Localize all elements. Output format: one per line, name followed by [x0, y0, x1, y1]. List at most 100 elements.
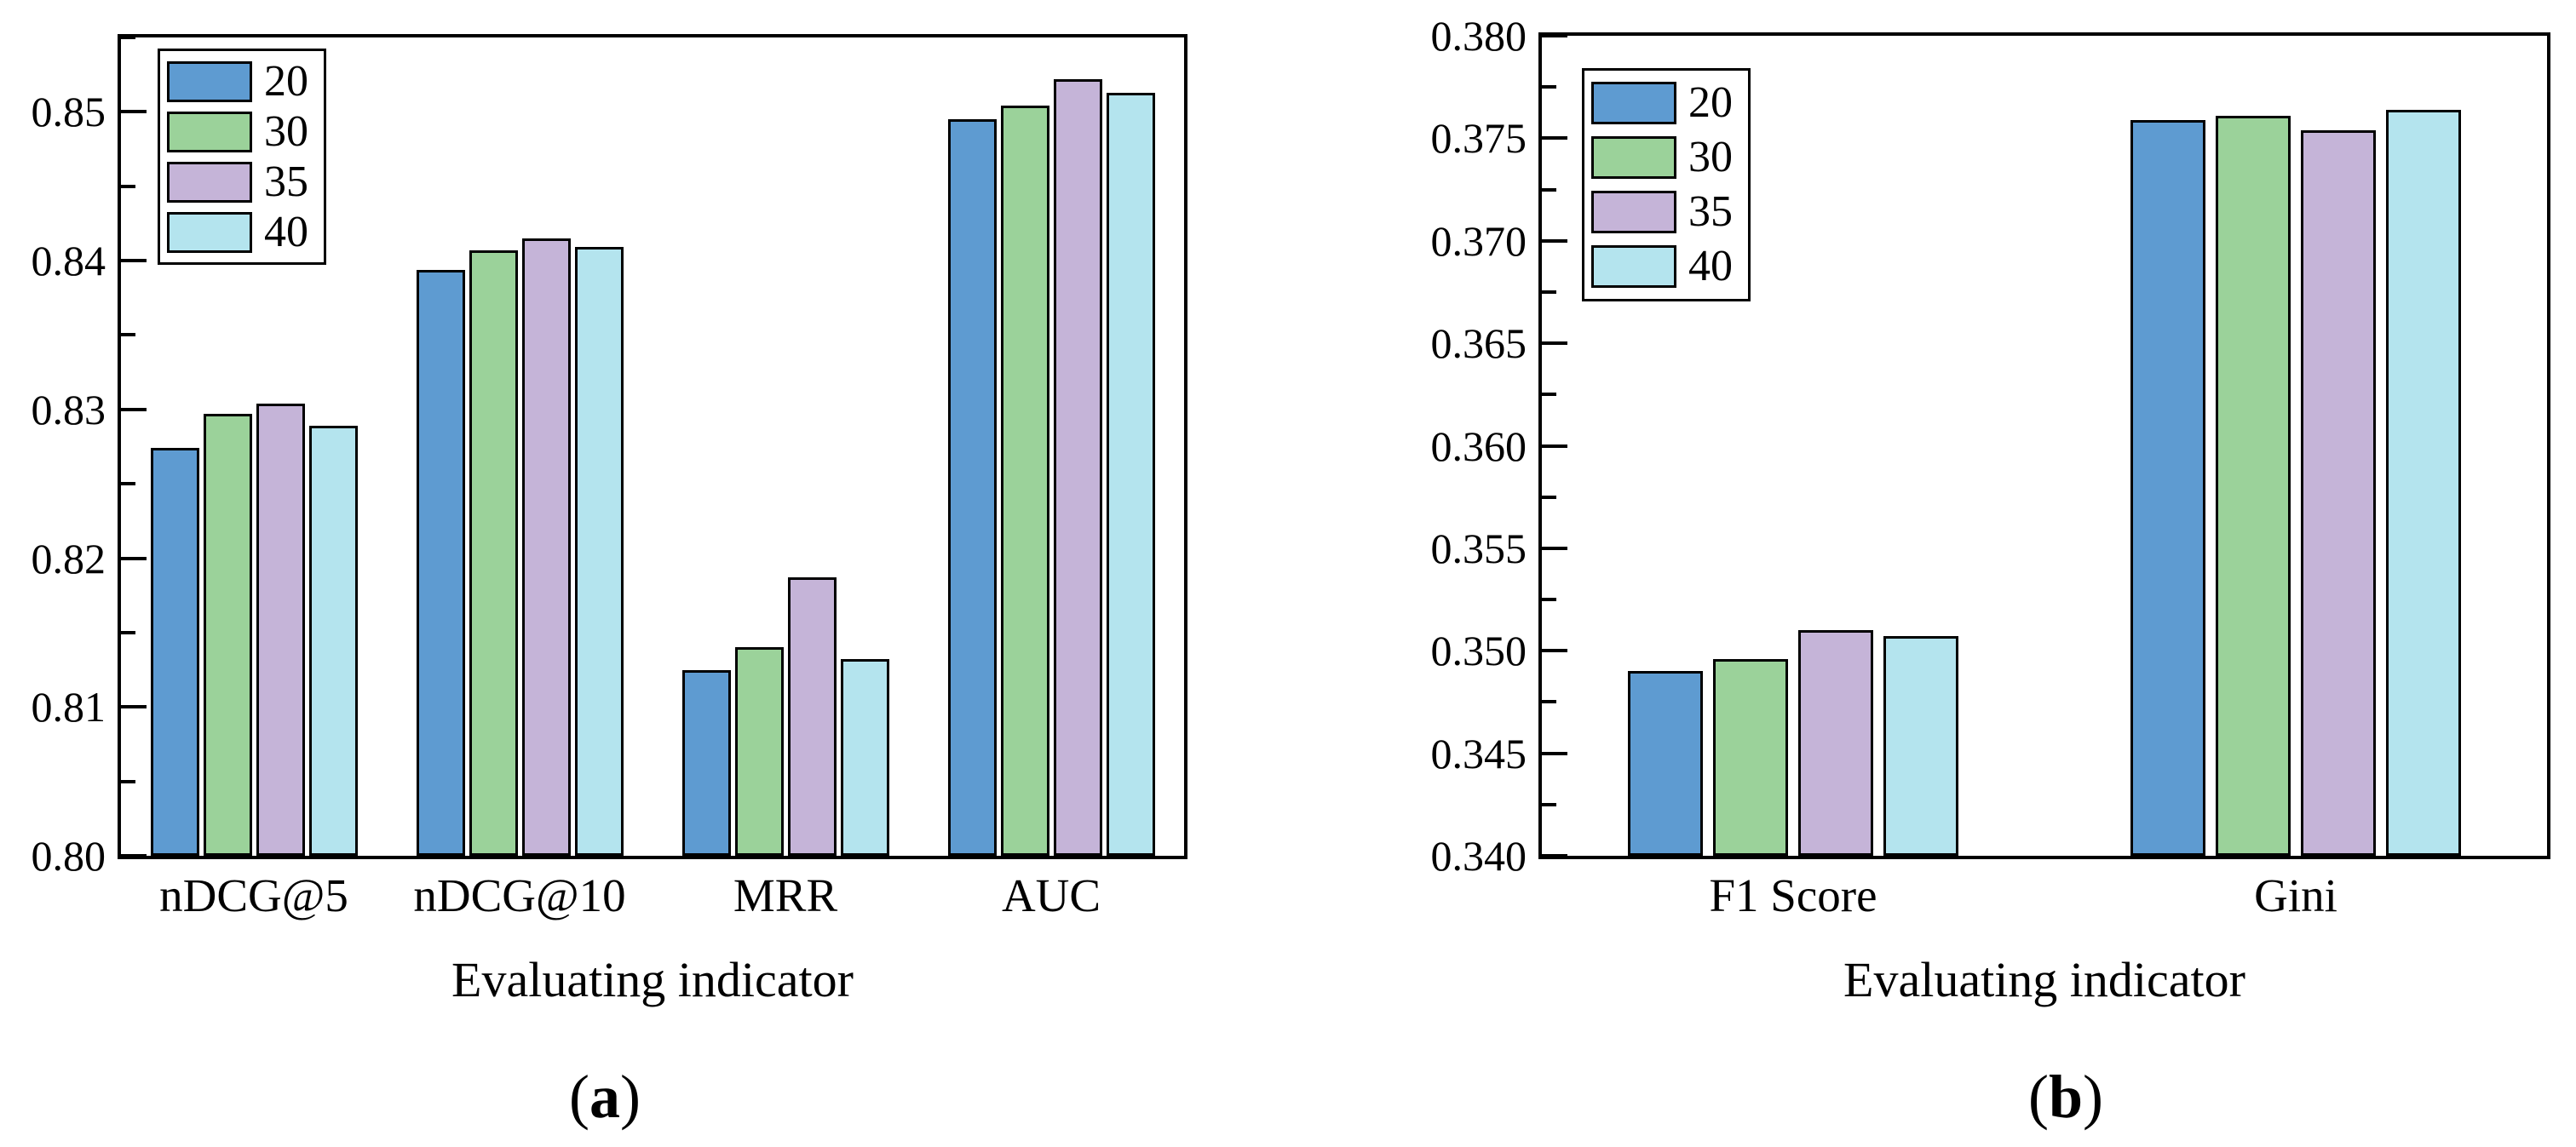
- legend-swatch: [1591, 191, 1676, 233]
- panel-a: 0.80 0.81 0.82 0.83 0.84 0.85 nDCG@5 nDCG@10 MRR…: [31, 34, 1187, 1131]
- y-axis-tick: [1542, 85, 1556, 89]
- y-axis-tick: [121, 705, 147, 709]
- legend-item: 35: [167, 157, 317, 206]
- legend-label: 30: [1688, 133, 1733, 181]
- y-axis-tick: [121, 630, 135, 634]
- bar-nDCG@10-20: [416, 269, 465, 856]
- panel-caption-b: (b): [2027, 1063, 2103, 1131]
- legend-label: 20: [1688, 78, 1733, 127]
- legend-item: 40: [1591, 244, 1741, 289]
- y-axis-tick: [121, 110, 147, 114]
- bar-F1 Score-35: [1798, 630, 1873, 856]
- y-axis-tick: [1542, 546, 1567, 550]
- bar-AUC-30: [1000, 106, 1049, 856]
- bar-nDCG@10-35: [521, 238, 571, 856]
- bar-AUC-35: [1053, 78, 1102, 856]
- legend-item: 30: [1591, 135, 1741, 180]
- legend-swatch: [167, 60, 252, 102]
- y-axis-tick: [121, 36, 135, 39]
- bar-AUC-20: [947, 119, 997, 856]
- y-axis-tick-label: 0.370: [1430, 216, 1527, 265]
- y-axis-tick-label: 0.345: [1430, 729, 1527, 777]
- x-category-label: F1 Score: [1709, 869, 1877, 921]
- legend-swatch: [1591, 136, 1676, 179]
- panel-b: 0.340 0.345 0.350 0.355 0.360 0.365 0.370 0.375…: [1288, 0, 2576, 1147]
- legend-item: 40: [167, 209, 317, 255]
- bar-Gini-35: [2301, 129, 2376, 856]
- bar-Gini-30: [2216, 115, 2291, 856]
- y-axis-tick: [121, 184, 135, 188]
- legend-b: 20 30 35 40: [1582, 68, 1751, 301]
- y-axis-tick: [1542, 290, 1556, 294]
- bar-nDCG@10-30: [469, 249, 518, 856]
- bar-nDCG@5-40: [308, 426, 358, 856]
- x-category-label: AUC: [1001, 869, 1101, 921]
- y-axis-tick: [121, 854, 147, 857]
- legend-swatch: [1591, 82, 1676, 124]
- y-axis-tick-label: 0.85: [31, 88, 106, 136]
- y-axis-tick-label: 0.375: [1430, 114, 1527, 163]
- y-axis-tick: [121, 779, 135, 783]
- x-category-label: Gini: [2254, 869, 2337, 921]
- x-category-label: nDCG@5: [159, 869, 348, 921]
- legend-label: 35: [264, 157, 308, 206]
- y-axis-tick: [1542, 751, 1567, 755]
- y-axis-tick: [1542, 598, 1556, 602]
- panel-caption-a: (a): [569, 1063, 641, 1131]
- y-axis-tick: [1542, 341, 1567, 346]
- bar-MRR-40: [840, 659, 889, 856]
- legend-swatch: [1591, 245, 1676, 288]
- y-axis-tick: [1542, 393, 1556, 397]
- legend-a: 20 30 35 40: [158, 49, 326, 265]
- y-axis-tick: [121, 556, 147, 560]
- bar-Gini-20: [2130, 119, 2205, 856]
- legend-label: 30: [264, 106, 308, 156]
- bar-MRR-30: [734, 647, 784, 856]
- legend-label: 35: [1688, 187, 1733, 236]
- legend-swatch: [167, 211, 252, 253]
- y-axis-tick: [1542, 700, 1556, 704]
- y-axis-tick-label: 0.83: [31, 385, 106, 433]
- bar-F1 Score-30: [1713, 658, 1788, 856]
- y-axis-tick-label: 0.355: [1430, 524, 1527, 572]
- y-axis-tick: [1542, 136, 1567, 141]
- bar-MRR-35: [787, 577, 837, 856]
- y-axis-tick: [1542, 34, 1567, 37]
- bar-MRR-20: [681, 669, 731, 856]
- legend-item: 20: [167, 56, 317, 106]
- y-axis-tick: [121, 333, 135, 337]
- y-axis-tick-label: 0.350: [1430, 627, 1527, 675]
- legend-swatch: [167, 161, 252, 203]
- legend-swatch: [167, 111, 252, 152]
- legend-label: 20: [264, 56, 308, 106]
- y-axis-tick: [1542, 854, 1567, 857]
- legend-item: 30: [167, 106, 317, 156]
- y-axis-tick-label: 0.360: [1430, 422, 1527, 470]
- y-axis-tick-label: 0.365: [1430, 319, 1527, 368]
- y-axis-tick-label: 0.81: [31, 683, 106, 731]
- bar-nDCG@10-40: [574, 247, 624, 856]
- y-axis-tick: [1542, 495, 1556, 499]
- x-category-label: MRR: [733, 869, 838, 921]
- plot-frame-a: [118, 34, 1187, 859]
- bar-nDCG@5-35: [256, 403, 305, 856]
- bar-Gini-40: [2386, 109, 2461, 856]
- y-axis-tick: [1542, 444, 1567, 448]
- y-axis-tick: [1542, 187, 1556, 192]
- y-axis-tick-label: 0.380: [1430, 12, 1527, 60]
- legend-item: 35: [1591, 190, 1741, 234]
- y-axis-tick: [121, 407, 147, 411]
- y-axis-tick-label: 0.80: [31, 832, 106, 880]
- legend-label: 40: [1688, 242, 1733, 290]
- y-axis-tick-label: 0.82: [31, 534, 106, 582]
- y-axis-tick-label: 0.340: [1430, 832, 1527, 880]
- y-axis-tick: [1542, 238, 1567, 243]
- y-axis-tick: [121, 482, 135, 486]
- x-category-label: nDCG@10: [413, 869, 626, 921]
- bar-nDCG@5-30: [203, 414, 252, 856]
- x-axis-title: Evaluating indicator: [1843, 952, 2245, 1007]
- bar-nDCG@5-20: [150, 448, 199, 856]
- y-axis-tick-label: 0.84: [31, 237, 106, 285]
- bar-AUC-40: [1106, 92, 1155, 856]
